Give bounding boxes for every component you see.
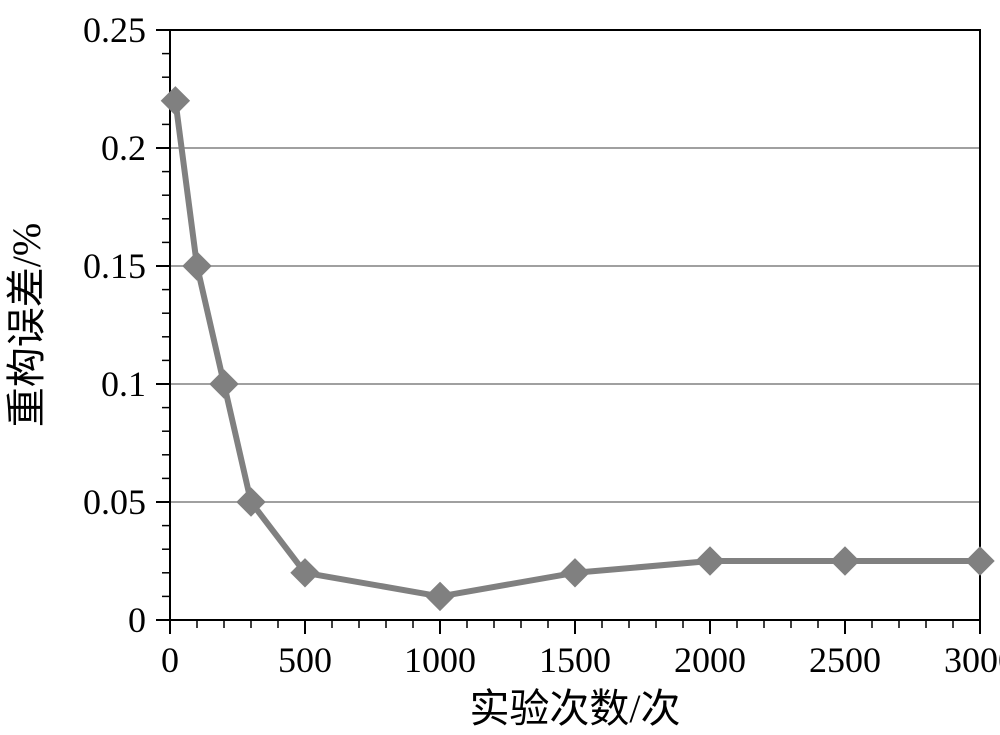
y-tick-label: 0.05 xyxy=(83,482,146,522)
x-tick-label: 0 xyxy=(161,640,179,680)
x-axis-title: 实验次数/次 xyxy=(469,686,680,731)
y-tick-label: 0.1 xyxy=(101,364,146,404)
x-tick-label: 2000 xyxy=(674,640,746,680)
y-tick-label: 0 xyxy=(128,600,146,640)
x-tick-label: 3000 xyxy=(944,640,1000,680)
x-tick-label: 500 xyxy=(278,640,332,680)
x-tick-label: 1000 xyxy=(404,640,476,680)
x-tick-label: 2500 xyxy=(809,640,881,680)
y-tick-label: 0.25 xyxy=(83,10,146,50)
x-tick-label: 1500 xyxy=(539,640,611,680)
line-chart: 0 500 1000 1500 2000 2500 3000 0 0.05 0.1 0.15 0.2 0… xyxy=(0,0,1000,735)
chart-container: 0 500 1000 1500 2000 2500 3000 0 0.05 0.1 0.15 0.2 0… xyxy=(0,0,1000,735)
y-tick-label: 0.2 xyxy=(101,128,146,168)
y-axis-title: 重构误差/% xyxy=(4,223,49,427)
y-tick-label: 0.15 xyxy=(83,246,146,286)
